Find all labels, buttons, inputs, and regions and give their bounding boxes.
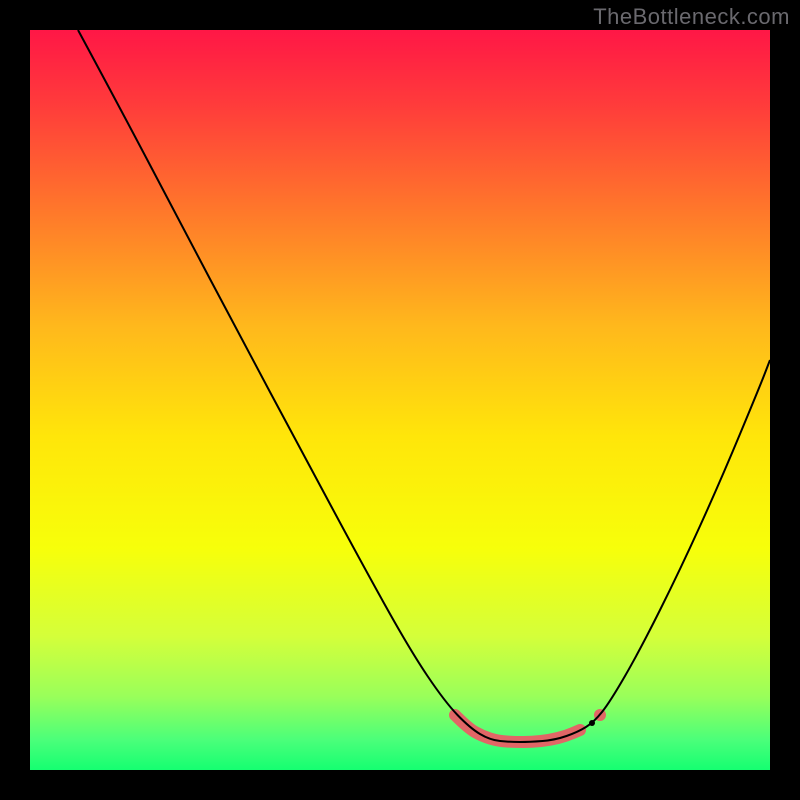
curve-marker-dot xyxy=(589,720,595,726)
watermark-text: TheBottleneck.com xyxy=(593,4,790,30)
chart-svg xyxy=(0,0,800,800)
plot-gradient-area xyxy=(30,30,770,770)
bottleneck-chart xyxy=(0,0,800,800)
